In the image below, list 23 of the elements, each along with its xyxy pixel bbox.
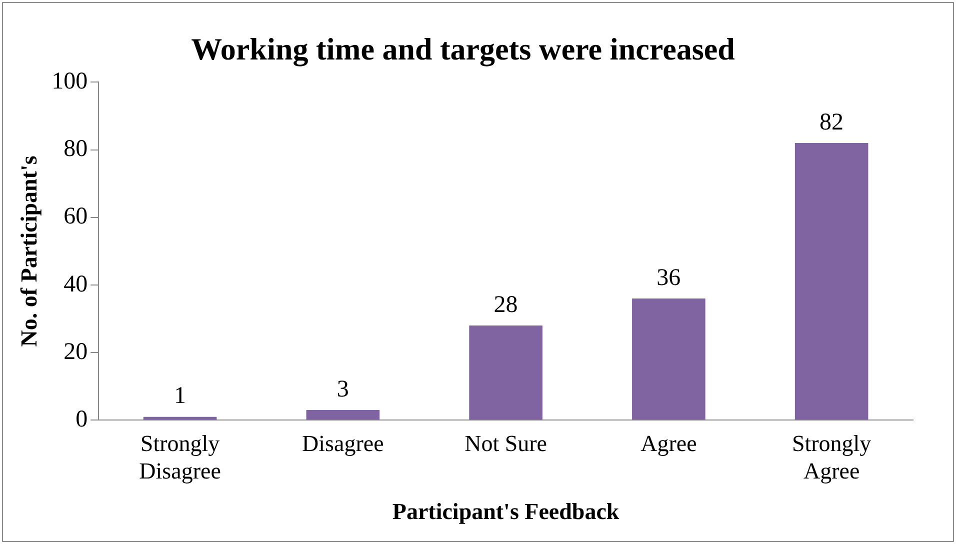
x-tick-label: Strongly Agree — [792, 431, 872, 484]
x-axis-title: Participant's Feedback — [392, 499, 620, 524]
y-tick-label: 40 — [64, 271, 88, 298]
y-tick-label: 20 — [64, 338, 88, 365]
bar — [469, 326, 542, 420]
y-tick-label: 60 — [64, 204, 88, 230]
data-label: 36 — [656, 264, 681, 291]
y-tick-label: 80 — [64, 136, 88, 162]
x-tick-label: Not Sure — [464, 431, 548, 456]
data-label: 28 — [494, 292, 518, 318]
x-tick-label: Strongly Disagree — [139, 431, 221, 484]
chart-title: Working time and targets were increased — [191, 32, 735, 67]
data-label: 3 — [336, 376, 349, 402]
x-tick-label: Disagree — [302, 431, 384, 456]
data-label: 1 — [174, 383, 186, 410]
y-axis-title: No. of Participant's — [16, 156, 42, 347]
bar — [632, 298, 706, 420]
data-label: 82 — [820, 109, 844, 136]
y-tick-label: 100 — [52, 68, 88, 94]
y-tick-label: 0 — [76, 406, 88, 432]
bar — [794, 143, 868, 420]
x-tick-label: Agree — [640, 431, 697, 456]
bar — [306, 410, 380, 420]
